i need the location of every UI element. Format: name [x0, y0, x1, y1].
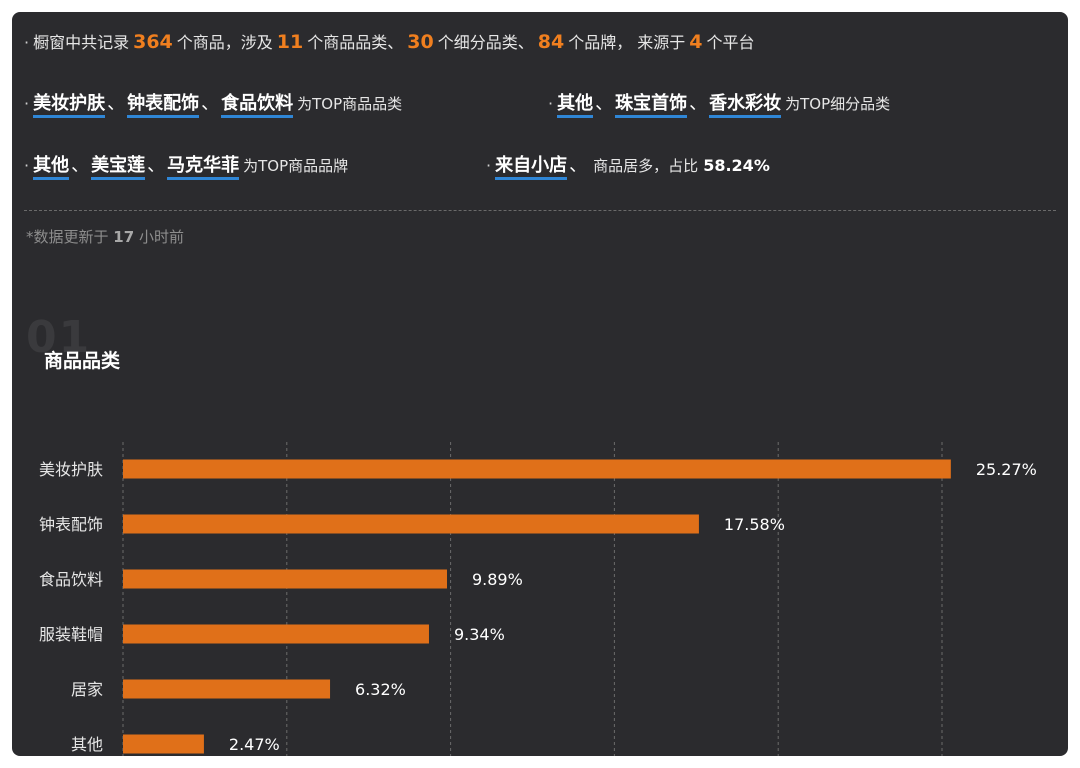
source-line: · 来自小店、商品居多，占比 58.24%: [486, 154, 770, 180]
category-bar-chart: 美妆护肤 25.27% 钟表配饰 17.58% 食品饮料 9.89% 服装鞋帽 9.34% 居家…: [39, 442, 1037, 756]
top-brands-line: · 其他、美宝莲、马克华菲 为TOP商品品牌: [24, 154, 349, 180]
separator: 、: [569, 155, 588, 176]
top-subcategory-link-1[interactable]: 其他: [557, 93, 594, 118]
separator: 、: [107, 93, 126, 114]
separator: 、: [689, 93, 708, 114]
top-subcategory-link-2[interactable]: 珠宝首饰: [615, 93, 688, 118]
stats-panel: · 橱窗中共记录 364 个商品，涉及 11 个商品品类、 30 个细分品类、 84 个品牌， 来…: [12, 12, 1068, 756]
top-category-link-3[interactable]: 食品饮料: [221, 93, 294, 118]
bullet-dot: ·: [24, 33, 30, 52]
separator: 、: [147, 155, 166, 176]
item-count: 364: [133, 31, 173, 53]
category-label: 服装鞋帽: [39, 625, 103, 644]
chart-bars: 美妆护肤 25.27% 钟表配饰 17.58% 食品饮料 9.89% 服装鞋帽 9.34% 居家…: [39, 459, 1037, 754]
summary-text-1: 橱窗中共记录: [33, 33, 130, 52]
dashed-divider: [24, 210, 1056, 211]
brand-count: 84: [537, 31, 565, 53]
summary-text-5: 个品牌， 来源于: [568, 33, 686, 52]
top-categories-line: · 美妆护肤、钟表配饰、食品饮料 为TOP商品品类: [24, 92, 403, 118]
chart-grid: [122, 442, 943, 756]
bar: [123, 679, 331, 699]
category-label: 钟表配饰: [39, 515, 103, 534]
top-category-link-1[interactable]: 美妆护肤: [33, 93, 106, 118]
category-label: 美妆护肤: [39, 460, 103, 479]
category-label: 居家: [71, 680, 103, 699]
source-link[interactable]: 来自小店: [495, 155, 568, 180]
bar-value-label: 17.58%: [724, 515, 785, 534]
bar-value-label: 6.32%: [355, 680, 406, 699]
separator: 、: [201, 93, 220, 114]
update-hours: 17: [113, 228, 135, 246]
update-note: *数据更新于 17 小时前: [26, 226, 184, 247]
top-subcategories-line: · 其他、珠宝首饰、香水彩妆 为TOP细分品类: [548, 92, 891, 118]
summary-line: · 橱窗中共记录 364 个商品，涉及 11 个商品品类、 30 个细分品类、 84 个品牌， 来…: [24, 30, 755, 55]
update-suffix: 小时前: [138, 228, 184, 246]
bar-value-label: 9.34%: [454, 625, 505, 644]
bar: [123, 734, 204, 754]
top-brand-link-2[interactable]: 美宝莲: [91, 155, 146, 180]
section-number: 01: [26, 312, 92, 363]
top-category-link-2[interactable]: 钟表配饰: [127, 93, 200, 118]
summary-text-6: 个平台: [706, 33, 755, 52]
top-subcategory-link-3[interactable]: 香水彩妆: [709, 93, 782, 118]
bar: [123, 514, 699, 534]
category-label: 食品饮料: [39, 570, 103, 589]
bullet-dot: ·: [548, 94, 554, 113]
bar: [123, 569, 447, 589]
bar-value-label: 9.89%: [472, 570, 523, 589]
summary-text-3: 个商品品类、: [307, 33, 404, 52]
subcategory-count: 30: [407, 31, 434, 53]
summary-text-2: 个商品，涉及: [176, 33, 273, 52]
summary-text-4: 个细分品类、: [437, 33, 534, 52]
source-percentage: 58.24%: [703, 156, 770, 175]
update-prefix: *数据更新于: [26, 228, 109, 246]
category-count: 11: [276, 31, 304, 53]
section-title: 商品品类: [44, 350, 121, 372]
bar: [123, 459, 951, 479]
bar: [123, 624, 429, 644]
platform-count: 4: [689, 31, 703, 53]
bullet-dot: ·: [24, 156, 30, 175]
bar-value-label: 25.27%: [976, 460, 1037, 479]
separator: 、: [71, 155, 90, 176]
bullet-dot: ·: [486, 156, 492, 175]
top-brands-suffix: 为TOP商品品牌: [243, 157, 349, 175]
bar-value-label: 2.47%: [229, 735, 280, 754]
category-label: 其他: [71, 735, 103, 754]
top-subcategories-suffix: 为TOP细分品类: [785, 95, 891, 113]
separator: 、: [595, 93, 614, 114]
bullet-dot: ·: [24, 94, 30, 113]
top-brand-link-3[interactable]: 马克华菲: [167, 155, 240, 180]
top-categories-suffix: 为TOP商品品类: [297, 95, 403, 113]
source-text: 商品居多，占比: [593, 157, 699, 175]
top-brand-link-1[interactable]: 其他: [33, 155, 70, 180]
